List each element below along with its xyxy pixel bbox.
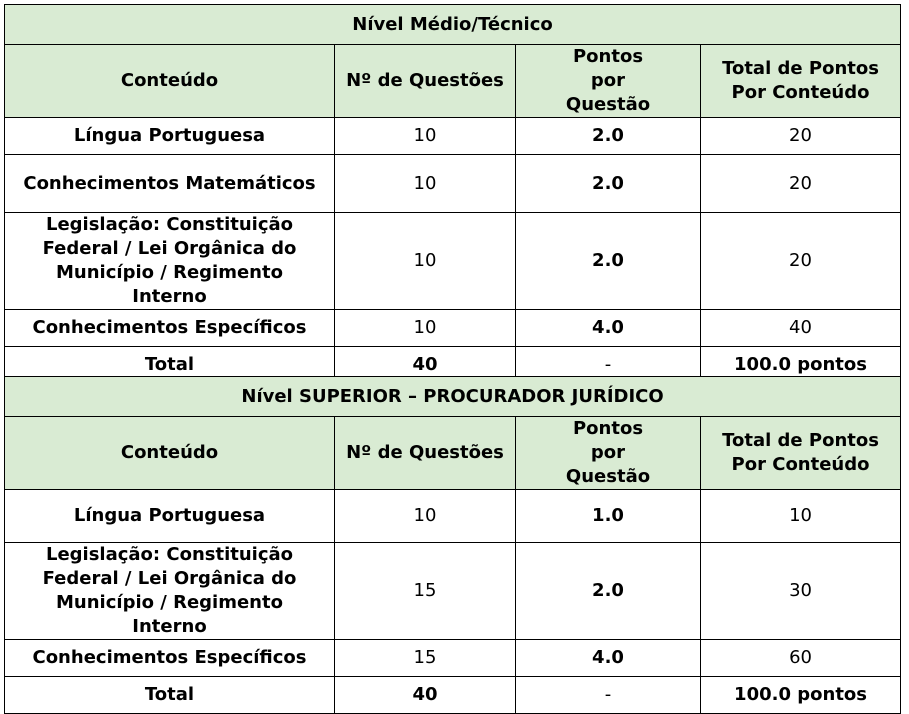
cell-conteudo: Conhecimentos Específicos [4,309,335,347]
total-questoes: 40 [334,676,516,714]
cell-conteudo: Conhecimentos Específicos [4,639,335,677]
cell-questoes: 15 [334,639,516,677]
cell-questoes: 10 [334,117,516,155]
cell-pontos: 2.0 [515,117,701,155]
cell-conteudo: Língua Portuguesa [4,489,335,543]
header-conteudo: Conteúdo [4,44,335,118]
header-pontos: Pontos por Questão [515,44,701,118]
cell-total: 40 [699,309,902,347]
cell-questoes: 10 [334,489,516,543]
cell-total: 30 [699,542,902,640]
table-nivel-superior: Nível SUPERIOR – PROCURADOR JURÍDICO Con… [3,376,902,714]
cell-total: 10 [699,489,902,543]
table-nivel-medio: Nível Médio/Técnico Conteúdo Nº de Quest… [3,4,902,384]
table-row: Legislação: Constituição Federal / Lei O… [4,542,902,640]
cell-total: 20 [699,212,902,310]
header-pontos: Pontos por Questão [515,416,701,490]
table-row: Língua Portuguesa 10 2.0 20 [4,117,902,155]
cell-questoes: 10 [334,212,516,310]
header-questoes: Nº de Questões [334,44,516,118]
cell-pontos: 2.0 [515,154,701,213]
cell-conteudo: Legislação: Constituição Federal / Lei O… [4,542,335,640]
total-pontos: - [515,676,701,714]
table-row: Conhecimentos Específicos 10 4.0 40 [4,309,902,347]
cell-pontos: 2.0 [515,542,701,640]
header-total: Total de Pontos Por Conteúdo [699,44,902,118]
table-row: Língua Portuguesa 10 1.0 10 [4,489,902,543]
cell-conteudo: Conhecimentos Matemáticos [4,154,335,213]
table-row: Conhecimentos Específicos 15 4.0 60 [4,639,902,677]
cell-pontos: 1.0 [515,489,701,543]
cell-conteudo: Língua Portuguesa [4,117,335,155]
cell-pontos: 2.0 [515,212,701,310]
cell-total: 20 [699,117,902,155]
cell-total: 60 [699,639,902,677]
header-total: Total de Pontos Por Conteúdo [699,416,902,490]
cell-conteudo: Legislação: Constituição Federal / Lei O… [4,212,335,310]
total-row: Total 40 - 100.0 pontos [4,676,902,714]
cell-total: 20 [699,154,902,213]
cell-questoes: 10 [334,309,516,347]
total-label: Total [4,676,335,714]
total-pontos-conteudo: 100.0 pontos [699,676,902,714]
cell-questoes: 15 [334,542,516,640]
table-row: Legislação: Constituição Federal / Lei O… [4,212,902,310]
header-conteudo: Conteúdo [4,416,335,490]
cell-pontos: 4.0 [515,639,701,677]
table-row: Conhecimentos Matemáticos 10 2.0 20 [4,154,902,213]
cell-pontos: 4.0 [515,309,701,347]
header-questoes: Nº de Questões [334,416,516,490]
page: { "table1": { "title": "Nível Médio/Técn… [3,4,902,714]
table-title: Nível Médio/Técnico [3,4,902,45]
cell-questoes: 10 [334,154,516,213]
table-title: Nível SUPERIOR – PROCURADOR JURÍDICO [3,376,902,417]
